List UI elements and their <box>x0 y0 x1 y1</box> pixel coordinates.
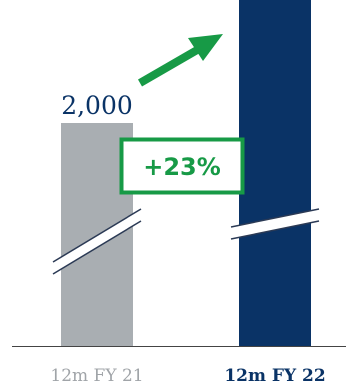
axis-break-line-lower-fy21 <box>52 220 142 275</box>
category-label-fy22: 12m FY 22 <box>224 366 325 386</box>
axis-break-line-lower-fy22 <box>230 220 320 240</box>
growth-label: +23% <box>143 153 221 181</box>
category-label-fy21: 12m FY 21 <box>50 366 143 386</box>
bar-fy22 <box>239 0 311 346</box>
value-label-fy21: 2,000 <box>61 91 133 120</box>
axis-break-line-upper-fy22 <box>230 208 320 228</box>
growth-arrow-shaft <box>137 42 207 87</box>
axis-break-gap-fy21 <box>53 209 141 274</box>
axis-break-line-upper-fy21 <box>52 208 142 263</box>
axis-break-gap-fy22 <box>231 209 319 239</box>
growth-arrow-head <box>188 34 223 61</box>
growth-box <box>119 137 245 195</box>
